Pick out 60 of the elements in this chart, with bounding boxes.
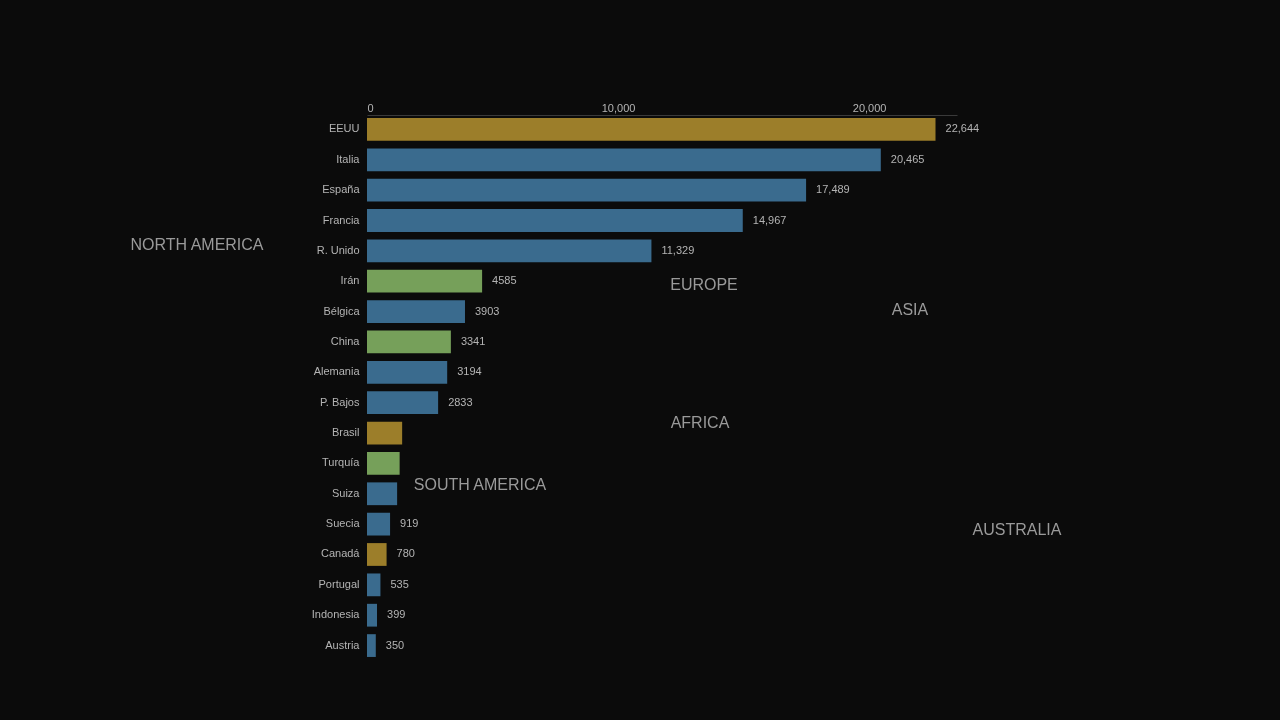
data-label: 3194: [457, 365, 482, 378]
bar: [367, 118, 936, 141]
bar: [367, 209, 743, 232]
y-tick-label: Brasil: [331, 426, 360, 439]
y-tick-label: Alemania: [313, 365, 361, 378]
y-tick-label: R. Unido: [316, 243, 360, 256]
data-label: 399: [387, 608, 406, 621]
bar: [367, 482, 398, 506]
data-label: 14,967: [752, 213, 787, 226]
data-label: 22,644: [945, 122, 980, 135]
x-tick-label: 0: [367, 101, 374, 114]
y-tick-label: Austria: [325, 638, 361, 651]
data-label: 919: [400, 517, 419, 530]
bar: [367, 421, 403, 445]
annotation: ASIA: [891, 301, 929, 318]
bar: [367, 391, 439, 415]
bar: [367, 300, 465, 323]
annotation: AFRICA: [670, 414, 730, 431]
y-tick-label: Turquía: [321, 456, 361, 469]
bar: [367, 178, 807, 202]
bar: [367, 573, 381, 597]
data-label: 17,489: [816, 183, 850, 196]
bar: [367, 512, 391, 536]
y-tick-label: Italia: [336, 152, 361, 165]
x-tick-label: 20,000: [852, 101, 887, 114]
bar: [367, 543, 387, 566]
y-tick-label: P. Bajos: [319, 395, 360, 408]
data-label: 3903: [474, 304, 500, 317]
y-tick-label: España: [322, 183, 361, 196]
y-tick-label: Francia: [322, 213, 361, 226]
bar: [367, 603, 378, 627]
y-tick-label: EEUU: [328, 122, 360, 135]
x-tick-label: 10,000: [601, 101, 636, 114]
y-tick-label: Indonesia: [311, 608, 361, 621]
bar: [367, 634, 376, 657]
data-label: 20,465: [890, 152, 925, 165]
data-label: 4585: [492, 274, 517, 287]
bar: [367, 330, 451, 354]
y-tick-label: Irán: [340, 274, 360, 287]
y-tick-label: Suiza: [331, 486, 361, 499]
data-label: 11,329: [661, 243, 695, 256]
data-label: 2833: [448, 395, 473, 408]
annotation: SOUTH AMERICA: [413, 476, 547, 493]
text: AUSTRALIA: [972, 521, 1062, 538]
bar: [367, 239, 652, 263]
y-tick-label: Suecia: [325, 517, 361, 530]
y-tick-label: China: [330, 334, 361, 347]
data-label: 350: [385, 638, 405, 651]
data-label: 780: [396, 547, 415, 560]
text: NORTH AMERICA: [130, 236, 264, 253]
y-tick-label: Canadá: [320, 547, 361, 560]
bar: [367, 360, 448, 384]
y-tick-label: Bélgica: [323, 304, 361, 317]
bar: [367, 269, 483, 293]
y-tick-label: Portugal: [318, 577, 360, 590]
data-label: 3341: [460, 334, 486, 347]
annotation: EUROPE: [670, 276, 738, 293]
bar: [367, 452, 400, 475]
data-label: 535: [390, 577, 409, 590]
bar: [367, 148, 881, 172]
